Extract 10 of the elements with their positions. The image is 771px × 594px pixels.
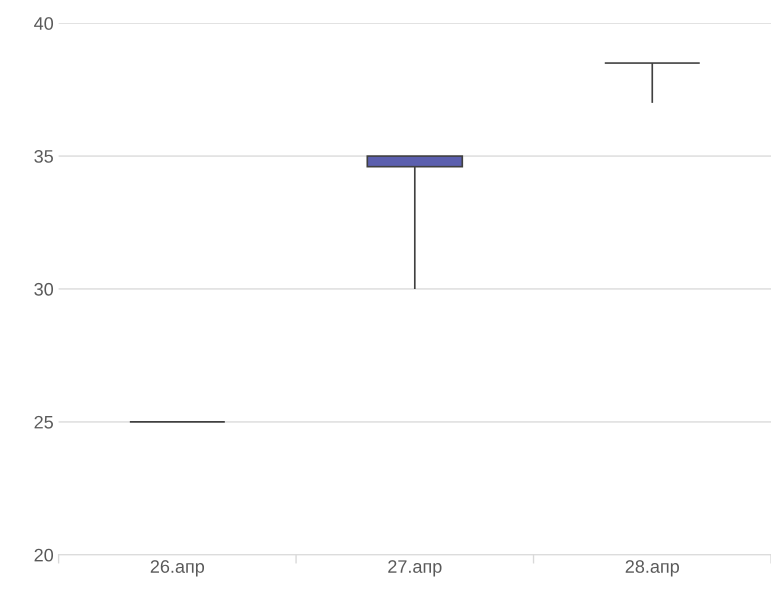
y-tick-label: 20 bbox=[34, 548, 54, 562]
x-tick-label: 27.апр bbox=[388, 560, 442, 576]
y-tick-label: 35 bbox=[34, 150, 53, 163]
candlestick bbox=[366, 155, 464, 290]
y-tick-label: 25 bbox=[34, 416, 53, 429]
x-tick-label: 26.апр bbox=[150, 560, 204, 576]
x-tick-label: 28.апр bbox=[626, 560, 679, 576]
candlestick bbox=[604, 62, 701, 104]
y-tick-label: 30 bbox=[34, 282, 54, 296]
y-tick-label: 40 bbox=[34, 17, 54, 30]
